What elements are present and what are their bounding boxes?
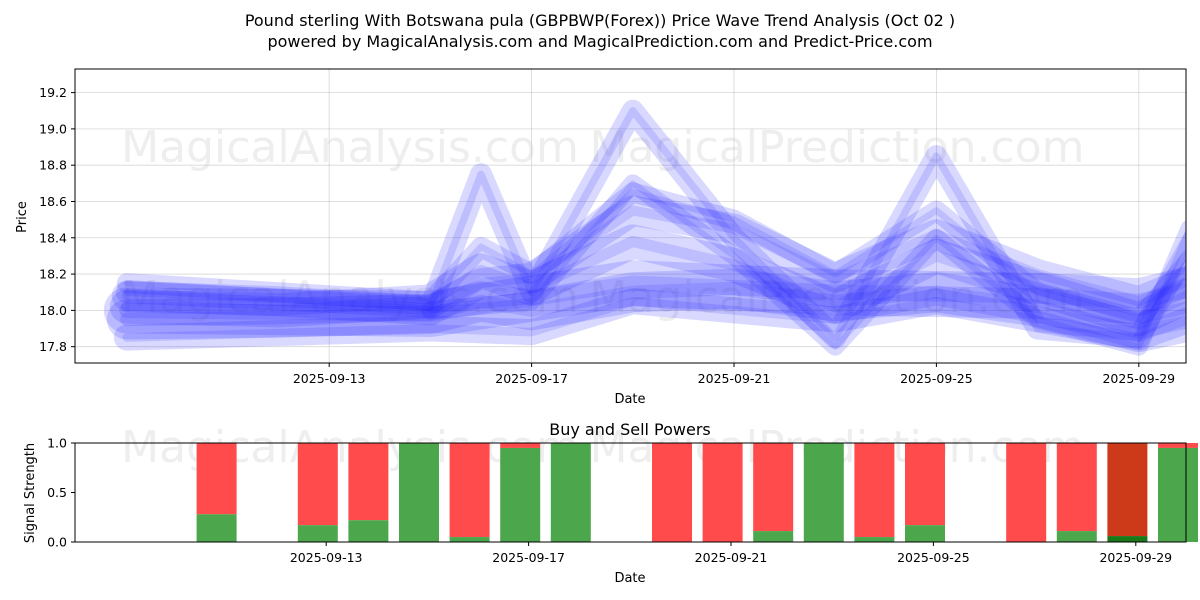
bar-chart-title: Buy and Sell Powers — [549, 420, 711, 439]
bar-x-tick-label: 2025-09-29 — [1099, 550, 1172, 565]
buy-power-bar — [803, 443, 844, 542]
bar-x-axis-label: Date — [614, 571, 645, 586]
wave-band-8 — [421, 174, 1186, 356]
buy-power-bar — [550, 443, 591, 542]
main-y-tick-label: 18.6 — [39, 194, 67, 209]
wave-core-1 — [121, 235, 1186, 326]
sell-power-bar — [905, 443, 945, 526]
buy-power-bar — [1056, 531, 1097, 542]
sell-power-bar — [1056, 443, 1097, 532]
watermark-text: MagicalPrediction.com — [590, 122, 1085, 173]
bar-plot-frame — [74, 442, 1187, 543]
sell-power-bar — [854, 443, 895, 538]
main-x-tick-label: 2025-09-21 — [698, 371, 771, 386]
wave-band-6 — [115, 99, 1186, 349]
wave-band-4 — [103, 260, 1186, 337]
watermark-text: MagicalAnalysis.com — [121, 122, 579, 173]
wave-core-3 — [121, 205, 1186, 316]
main-x-axis-label: Date — [614, 392, 645, 407]
main-y-axis-label: Price — [15, 201, 30, 233]
buy-power-bar — [399, 443, 439, 542]
main-y-tick-label: 17.8 — [39, 339, 67, 354]
buy-sell-plot: MagicalAnalysis.comMagicalPrediction.com… — [47, 422, 1198, 565]
main-y-tick-label: 18.2 — [39, 267, 67, 282]
bar-x-tick-label: 2025-09-13 — [290, 550, 363, 565]
wave-core-8 — [427, 180, 1186, 350]
sell-power-bar — [297, 443, 338, 526]
buy-power-bar — [449, 537, 490, 542]
wave-band-3 — [111, 195, 1186, 326]
buy-power-bar — [854, 537, 895, 542]
watermark-text: MagicalPrediction.com — [590, 272, 1085, 323]
watermark-text: MagicalAnalysis.com — [121, 272, 579, 323]
sell-power-bar — [449, 443, 490, 538]
sell-power-bar — [500, 443, 541, 448]
buy-power-bar — [196, 514, 237, 542]
wave-band-5 — [113, 288, 1186, 351]
buy-power-bar — [1107, 536, 1148, 542]
sell-power-bar — [753, 443, 794, 532]
bar-x-tick-label: 2025-09-21 — [695, 550, 768, 565]
buy-power-bar — [348, 520, 389, 542]
chart-title-line1: Pound sterling With Botswana pula (GBPBW… — [245, 11, 955, 30]
main-x-tick-label: 2025-09-13 — [293, 371, 366, 386]
main-y-tick-label: 18.8 — [39, 158, 67, 173]
buy-power-bar — [753, 531, 794, 542]
wave-band-1 — [109, 224, 1186, 337]
bar-x-tick-label: 2025-09-25 — [897, 550, 970, 565]
buy-power-bar — [905, 525, 945, 542]
sell-power-bar — [1006, 443, 1047, 542]
wave-core-7 — [123, 189, 1186, 323]
sell-power-bar — [702, 443, 743, 542]
wave-bands — [103, 99, 1186, 356]
bar-x-tick-label: 2025-09-17 — [492, 550, 565, 565]
main-y-tick-label: 18.0 — [39, 303, 67, 318]
main-x-tick-label: 2025-09-29 — [1102, 371, 1175, 386]
buy-power-bar — [500, 447, 541, 542]
chart-title-line2: powered by MagicalAnalysis.com and Magic… — [267, 32, 932, 51]
buy-power-bar — [297, 525, 338, 542]
wave-band-2 — [106, 268, 1186, 353]
main-plot-frame — [74, 68, 1187, 364]
bar-y-tick-label: 1.0 — [47, 436, 67, 451]
bar-y-tick-label: 0.0 — [47, 535, 67, 550]
sell-power-bar — [1158, 443, 1198, 448]
sell-power-bar — [196, 443, 237, 515]
sell-power-bar — [1107, 443, 1148, 537]
main-x-tick-label: 2025-09-17 — [495, 371, 568, 386]
wave-core-6 — [123, 107, 1186, 342]
wave-band-7 — [116, 182, 1186, 330]
main-y-tick-label: 19.2 — [39, 85, 67, 100]
main-x-tick-label: 2025-09-25 — [900, 371, 973, 386]
wave-core-2 — [120, 281, 1186, 339]
price-wave-plot: 17.8 18.0 18.2 18.4 18.6 18.8 19.0 19.2 2025-09-… — [39, 68, 1187, 386]
main-y-tick-label: 19.0 — [39, 121, 67, 136]
wave-core-5 — [122, 296, 1186, 342]
buy-power-bar — [1158, 447, 1198, 542]
bar-y-axis-label: Signal Strength — [23, 443, 38, 543]
sell-power-bar — [652, 443, 692, 542]
bar-y-tick-label: 0.5 — [47, 485, 67, 500]
main-y-tick-label: 18.4 — [39, 230, 67, 245]
sell-power-bar — [348, 443, 389, 521]
wave-core-4 — [119, 275, 1186, 322]
